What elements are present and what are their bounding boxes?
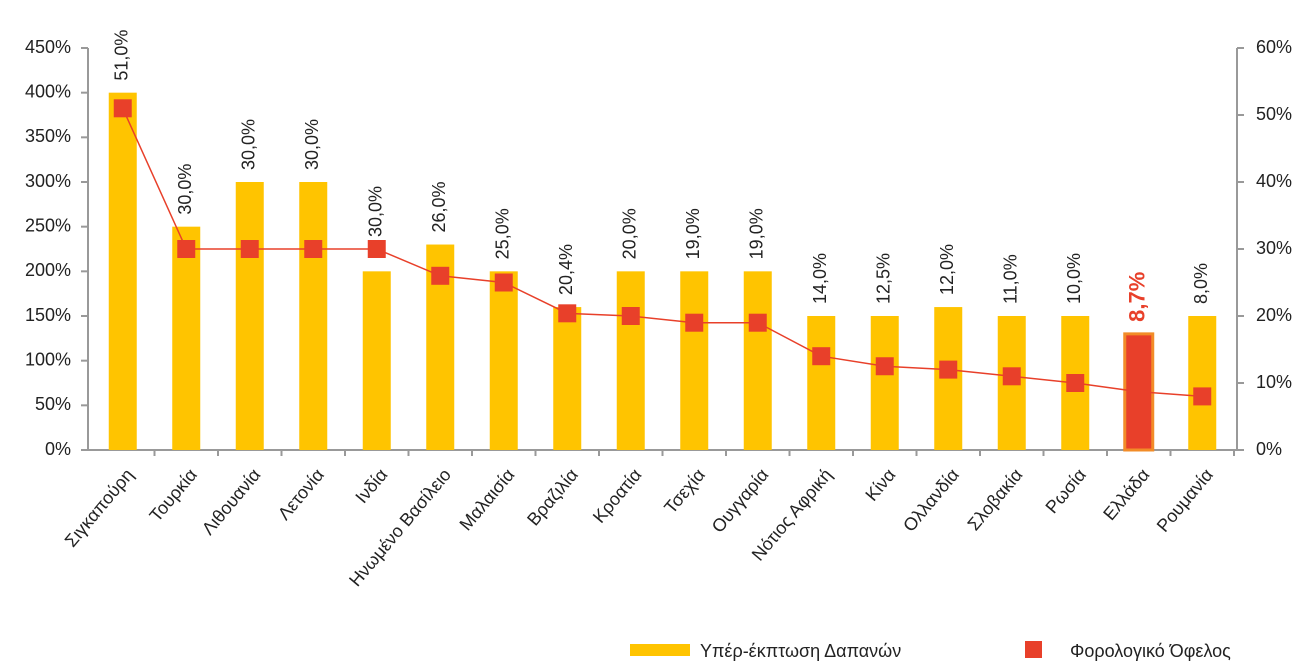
legend-swatch (630, 644, 690, 656)
bar (299, 182, 328, 450)
legend-label: Υπέρ-έκπτωση Δαπανών (700, 641, 901, 661)
bar (807, 316, 836, 450)
y-tick-label: 150% (25, 305, 71, 325)
line-marker (1002, 367, 1021, 386)
bar (616, 271, 645, 450)
line-marker (304, 240, 323, 258)
value-label: 51,0% (112, 30, 132, 81)
y2-tick-label: 50% (1256, 104, 1292, 124)
y-tick-label: 250% (25, 215, 71, 235)
y-tick-label: 200% (25, 260, 71, 280)
bar (489, 271, 518, 450)
value-label: 10,0% (1064, 253, 1084, 304)
value-label: 30,0% (239, 119, 259, 170)
bar (235, 182, 264, 450)
x-tick-label: Λετονία (274, 465, 328, 524)
x-tick-label: Ουγγαρία (708, 465, 773, 537)
y-tick-label: 100% (25, 349, 71, 369)
value-label: 19,0% (683, 208, 703, 259)
value-label: 20,0% (620, 208, 640, 259)
value-label: 12,0% (937, 244, 957, 295)
y-tick-label: 400% (25, 81, 71, 101)
x-tick-label: Ελλάδα (1099, 465, 1153, 524)
value-label: 20,4% (556, 244, 576, 295)
x-tick-label: Λιθουανία (198, 465, 265, 539)
line-marker (494, 273, 513, 292)
y-tick-label: 300% (25, 171, 71, 191)
x-tick-label: Ινδία (351, 465, 391, 507)
y-tick-label: 450% (25, 37, 71, 57)
line-marker (1193, 387, 1212, 406)
x-tick-label: Ρουμανία (1153, 465, 1217, 536)
y2-tick-label: 60% (1256, 37, 1292, 57)
value-label: 12,5% (874, 253, 894, 304)
legend-swatch (1025, 641, 1042, 658)
y-tick-label: 350% (25, 126, 71, 146)
line-marker (558, 304, 577, 323)
x-tick-label: Κίνα (861, 465, 899, 505)
x-tick-label: Μαλαισία (456, 465, 519, 535)
bar (108, 92, 137, 451)
line-marker (240, 240, 259, 258)
line-marker (113, 99, 132, 118)
y2-tick-label: 0% (1256, 439, 1282, 459)
line-marker (1066, 374, 1085, 392)
x-tick-label: Ολλανδία (899, 465, 963, 536)
x-tick-label: Ρωσία (1041, 465, 1089, 517)
line-marker (748, 313, 767, 332)
value-label: 19,0% (747, 208, 767, 259)
x-tick-label: Κροατία (589, 465, 646, 527)
value-label: 30,0% (175, 164, 195, 215)
x-tick-label: Σιγκαπούρη (61, 465, 138, 551)
x-tick-label: Τουρκία (145, 465, 201, 526)
legend-label: Φορολογικό Όφελος (1070, 641, 1231, 661)
value-label: 30,0% (366, 186, 386, 237)
value-label: 25,0% (493, 208, 513, 259)
value-label: 30,0% (302, 119, 322, 170)
line-marker (812, 347, 831, 366)
bar (680, 271, 709, 450)
line-marker (621, 307, 640, 325)
bar (743, 271, 772, 450)
y-tick-label: 0% (45, 439, 71, 459)
line (122, 107, 1203, 398)
x-tick-label: Σλοβακία (964, 465, 1027, 535)
y2-tick-label: 20% (1256, 305, 1292, 325)
line-marker (177, 240, 196, 258)
y-tick-label: 50% (35, 394, 71, 414)
y2-tick-label: 40% (1256, 171, 1292, 191)
y2-tick-label: 10% (1256, 372, 1292, 392)
value-label: 8,0% (1191, 263, 1211, 304)
x-tick-label: Τσεχία (660, 465, 709, 518)
line-marker (939, 360, 958, 379)
value-label: 11,0% (1001, 254, 1021, 304)
x-tick-label: Βραζιλία (523, 465, 582, 530)
bar (1188, 316, 1217, 450)
bar (172, 226, 201, 450)
bar (362, 271, 391, 450)
bar (553, 307, 582, 450)
value-label: 26,0% (429, 181, 449, 232)
line-marker (367, 240, 386, 258)
line-marker (431, 266, 450, 285)
line-marker (1129, 382, 1148, 401)
bar (870, 316, 899, 450)
value-label: 14,0% (810, 253, 830, 304)
line-marker (875, 357, 894, 376)
line-marker (685, 313, 704, 332)
y2-tick-label: 30% (1256, 238, 1292, 258)
value-label: 8,7% (1125, 272, 1150, 322)
